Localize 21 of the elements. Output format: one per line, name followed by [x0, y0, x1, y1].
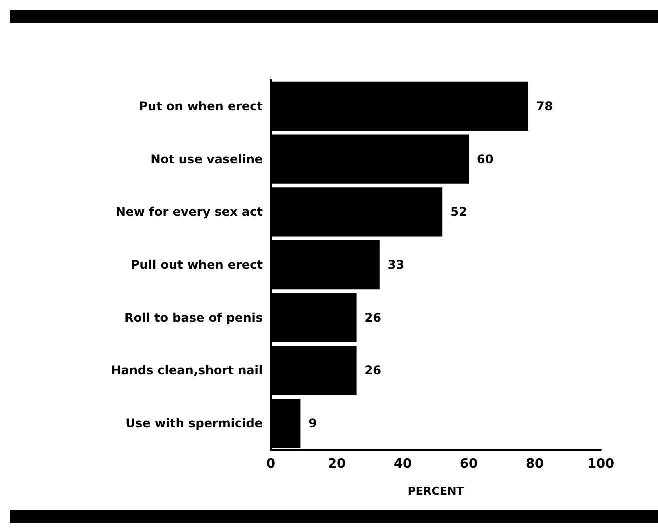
x-tick-label: 60	[460, 457, 478, 472]
y-tick-label: Hands clean,short nail	[111, 364, 263, 378]
y-tick-label: Not use vaseline	[150, 152, 263, 166]
data-label: 26	[364, 364, 382, 378]
x-axis-title: PERCENT	[408, 485, 465, 498]
y-tick-label: Use with spermicide	[126, 416, 263, 431]
data-label: 78	[536, 99, 554, 114]
x-tick-label: 0	[266, 457, 276, 472]
y-tick-label: New for every sex act	[116, 205, 264, 220]
data-label: 33	[388, 258, 405, 272]
y-tick-label: Roll to base of penis	[124, 310, 263, 325]
y-tick-label: Pull out when erect	[131, 258, 264, 272]
data-label: 52	[450, 205, 468, 220]
y-tick-label: Put on when erect	[139, 99, 264, 114]
x-tick-label: 80	[526, 457, 544, 472]
data-label: 60	[477, 152, 494, 166]
x-tick-label: 20	[328, 457, 346, 472]
data-label: 26	[364, 310, 382, 325]
x-tick-label: 100	[587, 457, 615, 472]
x-tick-label: 40	[394, 457, 412, 472]
data-label: 9	[308, 416, 318, 431]
